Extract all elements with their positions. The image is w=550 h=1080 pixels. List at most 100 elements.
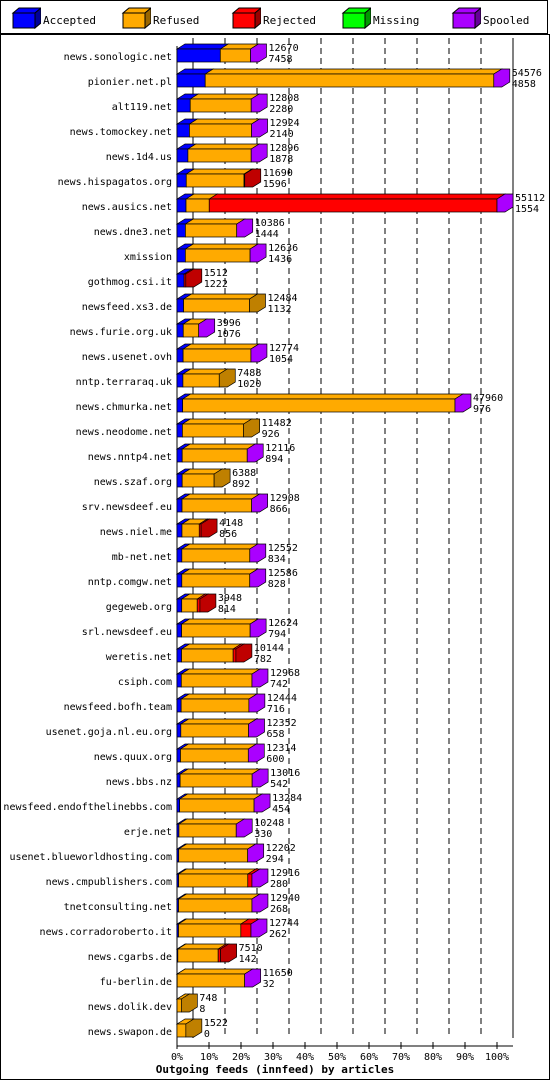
- bar-front: [176, 473, 183, 488]
- bar-front: [176, 448, 183, 463]
- category-label: news.dne3.net: [94, 227, 172, 238]
- offered-value-label: 12744: [269, 918, 299, 929]
- bar-front: [176, 498, 183, 513]
- accepted-value-label: 814: [218, 604, 236, 615]
- legend-label-refused: Refused: [153, 14, 200, 27]
- x-tick-label: 20%: [232, 1052, 250, 1063]
- bar-front: [176, 173, 187, 188]
- category-label: csiph.com: [118, 677, 172, 688]
- category-label: news.bbs.nz: [106, 777, 172, 788]
- bar-end-cap: [220, 943, 237, 963]
- accepted-value-label: 32: [263, 979, 275, 990]
- offered-value-label: 6388: [232, 468, 256, 479]
- bar-top: [177, 818, 246, 825]
- bar-rejected: [208, 193, 507, 213]
- bar-end-cap: [199, 593, 217, 613]
- bar-front: [176, 423, 183, 438]
- bar-front: [176, 223, 186, 238]
- bar-top: [175, 968, 254, 975]
- bar-refused: [184, 243, 260, 263]
- bar-front: [176, 998, 182, 1013]
- category-label: news.cgarbs.de: [88, 952, 172, 963]
- bar-end-cap: [218, 368, 236, 388]
- bar-front: [176, 48, 221, 63]
- offered-value-label: 4148: [219, 518, 243, 529]
- bar-front: [176, 123, 190, 138]
- bar-end-cap: [180, 993, 198, 1013]
- category-label: news.dolik.dev: [88, 1002, 172, 1013]
- bar-refused: [180, 618, 260, 638]
- bar-end-cap: [251, 868, 269, 888]
- bar-top: [177, 893, 262, 900]
- bar-end-cap: [198, 318, 216, 338]
- bar-front: [208, 198, 498, 213]
- bar-end-cap: [200, 518, 218, 538]
- legend-label-spooled: Spooled: [483, 14, 530, 27]
- category-label: news.ausics.net: [82, 202, 172, 213]
- category-label: mb-net.net: [112, 552, 172, 563]
- legend-swatch-spooled: [451, 7, 481, 29]
- bar-front: [187, 148, 252, 163]
- bar-top: [180, 668, 262, 675]
- bar-refused: [179, 718, 258, 738]
- bar-end-cap: [250, 918, 268, 938]
- bar-end-cap: [235, 818, 253, 838]
- offered-value-label: 1512: [204, 268, 228, 279]
- accepted-value-label: 1554: [515, 204, 539, 215]
- category-label: news.tomockey.net: [70, 127, 172, 138]
- bar-front: [182, 373, 220, 388]
- bar-front: [176, 523, 183, 538]
- bar-refused: [177, 868, 257, 888]
- bar-refused: [180, 543, 259, 563]
- category-label: news.hispagatos.org: [58, 177, 172, 188]
- bar-front: [176, 198, 187, 213]
- offered-value-label: 54576: [512, 68, 542, 79]
- bar-top: [203, 68, 504, 75]
- category-label: gegeweb.org: [106, 602, 172, 613]
- offered-value-label: 3948: [218, 593, 242, 604]
- accepted-value-label: 1436: [268, 254, 292, 265]
- bar-top: [208, 193, 507, 200]
- bar-top: [180, 643, 243, 650]
- bar-end-cap: [248, 693, 266, 713]
- bar-front: [180, 673, 253, 688]
- category-label: nntp.comgw.net: [88, 577, 172, 588]
- category-label: news.cmpublishers.com: [46, 877, 172, 888]
- bar-top: [179, 743, 258, 750]
- bar-end-cap: [213, 468, 231, 488]
- bar-end-cap: [493, 68, 511, 88]
- bar-end-cap: [249, 293, 266, 313]
- bar-refused: [178, 768, 262, 788]
- offered-value-label: 11690: [263, 168, 293, 179]
- bar-refused: [203, 68, 504, 88]
- bar-refused: [186, 143, 261, 163]
- accepted-value-label: 600: [266, 754, 284, 765]
- bar-refused: [180, 468, 224, 488]
- category-label: weretis.net: [106, 652, 172, 663]
- accepted-value-label: 828: [268, 579, 286, 590]
- accepted-value-label: 716: [267, 704, 285, 715]
- bar-front: [189, 123, 252, 138]
- offered-value-label: 7488: [237, 368, 261, 379]
- bar-refused: [177, 893, 262, 913]
- accepted-value-label: 892: [232, 479, 250, 490]
- bar-front: [176, 548, 183, 563]
- category-label: newsfeed.xs3.de: [82, 302, 172, 313]
- bar-refused: [180, 593, 207, 613]
- bar-top: [180, 443, 257, 450]
- bar-front: [176, 648, 182, 663]
- offered-value-label: 12808: [269, 93, 299, 104]
- bar-front: [204, 73, 495, 88]
- bar-end-cap: [250, 93, 268, 113]
- offered-value-label: 12116: [265, 443, 295, 454]
- legend-label-rejected: Rejected: [263, 14, 316, 27]
- x-axis-label: Outgoing feeds (innfeed) by articles: [156, 1063, 394, 1076]
- bar-top: [180, 568, 259, 575]
- bar-top: [184, 243, 260, 250]
- bar-front: [181, 548, 251, 563]
- bar-end-cap: [248, 718, 265, 738]
- bar-end-cap: [246, 443, 264, 463]
- bar-front: [182, 348, 252, 363]
- x-tick-label: 100%: [485, 1052, 509, 1063]
- bar-top: [180, 493, 261, 500]
